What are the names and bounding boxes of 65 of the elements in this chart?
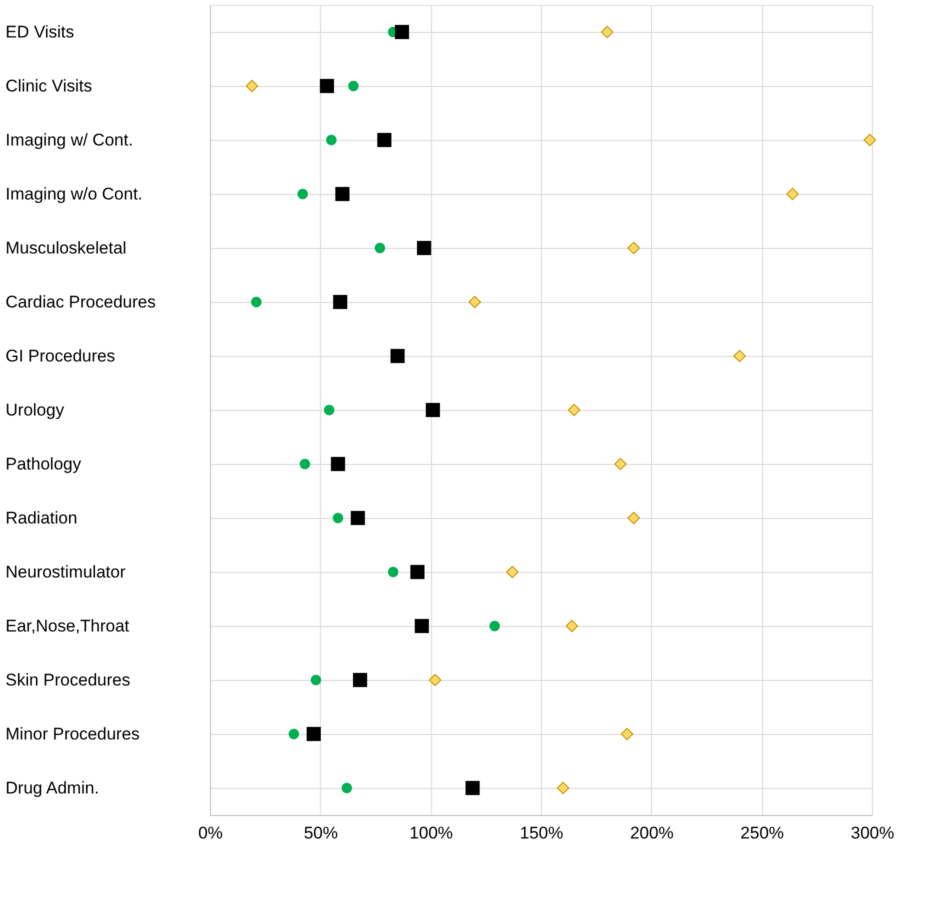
point <box>468 296 481 308</box>
point <box>326 134 337 146</box>
point <box>489 620 500 632</box>
point <box>377 132 392 148</box>
point <box>332 512 344 524</box>
y-tick-label: Neurostimulator <box>6 562 126 582</box>
point <box>733 350 746 362</box>
point <box>288 728 300 740</box>
point <box>335 186 350 202</box>
y-tick-label: Radiation <box>6 508 78 528</box>
y-tick-label: Drug Admin. <box>6 778 100 798</box>
point <box>324 404 334 416</box>
point <box>388 566 398 578</box>
point <box>466 780 480 796</box>
y-tick-label: Skin Procedures <box>6 670 130 690</box>
point <box>342 782 352 794</box>
point <box>310 674 322 686</box>
point <box>390 348 405 364</box>
point <box>410 564 424 580</box>
x-tick-label: 100% <box>409 824 453 842</box>
x-tick-label: 300% <box>850 824 894 842</box>
y-tick-label: Clinic Visits <box>6 76 92 96</box>
point <box>348 80 359 92</box>
point <box>620 728 634 740</box>
point <box>506 566 519 578</box>
point <box>374 242 386 254</box>
y-tick-label: Minor Procedures <box>6 724 140 744</box>
point <box>352 672 368 688</box>
point <box>330 456 346 472</box>
y-tick-label: Cardiac Procedures <box>6 292 156 312</box>
point <box>414 618 429 634</box>
point <box>864 134 876 146</box>
point <box>350 510 365 526</box>
x-tick-label: 250% <box>740 824 784 842</box>
point <box>320 78 334 94</box>
y-tick-label: Ear,Nose,Throat <box>6 616 130 636</box>
point <box>601 26 614 38</box>
x-tick-label: 0% <box>198 824 223 842</box>
point <box>251 296 262 308</box>
y-tick-label: Musculoskeletal <box>6 238 126 258</box>
point <box>426 402 440 418</box>
y-tick-label: GI Procedures <box>6 346 116 366</box>
point <box>297 188 308 200</box>
point <box>306 726 321 742</box>
point <box>333 294 348 310</box>
point <box>246 80 258 92</box>
x-tick-label: 200% <box>630 824 674 842</box>
point <box>416 240 432 256</box>
y-tick-label: Imaging w/o Cont. <box>6 184 143 204</box>
point <box>614 458 627 470</box>
point <box>627 512 640 524</box>
point <box>556 782 570 794</box>
y-tick-label: ED Visits <box>6 22 74 42</box>
x-tick-label: 150% <box>520 824 564 842</box>
point <box>568 404 580 416</box>
y-tick-label: Pathology <box>6 454 82 474</box>
point <box>300 458 310 470</box>
point <box>428 674 442 686</box>
point <box>394 24 410 40</box>
y-tick-label: Urology <box>6 400 65 420</box>
point <box>786 188 799 200</box>
point <box>566 620 578 632</box>
x-tick-label: 50% <box>304 824 338 842</box>
y-tick-label: Imaging w/ Cont. <box>6 130 134 150</box>
point <box>627 242 640 254</box>
